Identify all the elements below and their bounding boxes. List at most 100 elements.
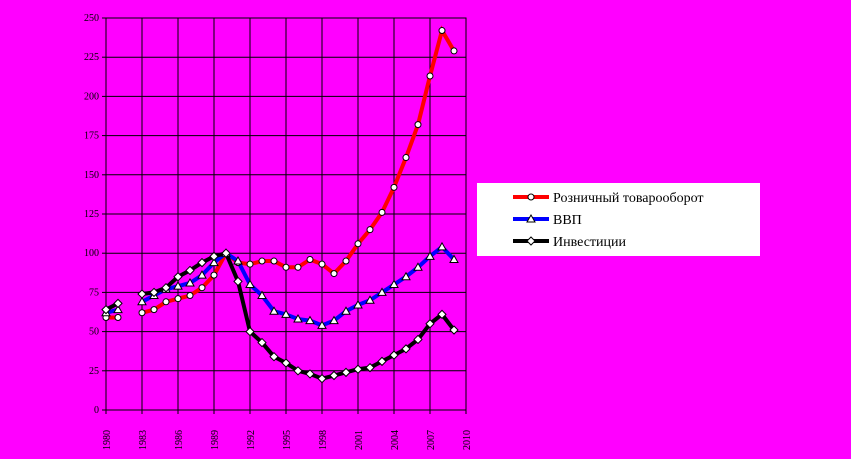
y-tick-label: 225 [84, 52, 99, 63]
marker [198, 284, 206, 292]
marker [138, 309, 146, 317]
marker [173, 281, 183, 290]
marker [245, 326, 255, 337]
marker [401, 271, 411, 281]
marker [449, 254, 459, 263]
marker [413, 262, 423, 271]
y-tick-label: 125 [84, 209, 99, 220]
marker [365, 362, 375, 373]
marker [269, 306, 279, 315]
x-tick-label: 2004 [390, 430, 401, 450]
marker [414, 121, 422, 129]
marker [353, 364, 363, 374]
legend-label: Инвестиции [553, 235, 627, 250]
marker [425, 251, 435, 260]
marker [305, 369, 315, 379]
marker [113, 298, 123, 309]
x-tick-label: 1980 [102, 430, 113, 450]
marker [389, 279, 399, 289]
marker [402, 154, 410, 162]
y-tick-label: 100 [84, 248, 99, 259]
x-tick-label: 1995 [282, 430, 293, 450]
marker [329, 315, 339, 325]
marker [173, 272, 183, 282]
marker [245, 279, 255, 289]
plot-border [105, 17, 467, 411]
marker [377, 287, 387, 296]
marker [317, 320, 327, 329]
marker [185, 277, 195, 287]
marker [257, 290, 267, 300]
y-tick-label: 25 [89, 366, 99, 377]
marker [257, 337, 267, 348]
marker [294, 263, 302, 271]
y-tick-label: 50 [89, 327, 99, 338]
marker [365, 295, 375, 304]
marker [527, 193, 535, 201]
marker [341, 306, 351, 315]
marker [378, 208, 386, 216]
marker [425, 319, 435, 329]
marker [186, 292, 194, 300]
marker [353, 299, 363, 309]
marker [137, 289, 147, 299]
marker [450, 47, 458, 55]
marker [270, 257, 278, 265]
marker [389, 350, 399, 360]
marker [305, 315, 315, 325]
marker [437, 309, 447, 320]
marker [449, 325, 459, 335]
marker [377, 356, 387, 367]
marker [162, 298, 170, 306]
marker [197, 257, 207, 268]
marker [269, 351, 279, 362]
y-tick-label: 175 [84, 131, 99, 142]
y-tick-label: 200 [84, 91, 99, 102]
x-tick-label: 1992 [246, 430, 257, 450]
x-tick-label: 2007 [426, 430, 437, 450]
marker [149, 287, 159, 298]
marker [281, 358, 291, 368]
x-tick-label: 1998 [318, 430, 329, 450]
marker [293, 314, 303, 323]
marker [210, 271, 218, 279]
marker [526, 236, 536, 246]
marker [390, 183, 398, 191]
marker [209, 257, 219, 267]
marker [437, 241, 447, 251]
marker [161, 282, 171, 293]
marker [197, 270, 207, 279]
x-tick-label: 1989 [210, 430, 221, 450]
marker [341, 367, 351, 378]
marker [293, 366, 303, 376]
marker [342, 257, 350, 265]
marker [330, 270, 338, 278]
marker [281, 309, 291, 318]
marker [114, 313, 122, 321]
marker [306, 255, 314, 263]
series-line [105, 250, 456, 381]
marker [150, 306, 158, 314]
marker [317, 373, 327, 384]
marker [258, 257, 266, 265]
marker [174, 295, 182, 303]
marker [401, 344, 411, 354]
y-tick-label: 250 [84, 13, 99, 24]
x-tick-label: 2001 [354, 430, 365, 450]
marker [233, 256, 243, 265]
y-tick-label: 0 [94, 405, 99, 416]
marker [413, 334, 423, 345]
marker [526, 213, 536, 223]
marker [438, 27, 446, 35]
series-line [106, 25, 456, 320]
legend-label: Розничный товарооборот [553, 191, 704, 206]
x-tick-label: 2010 [462, 430, 473, 450]
marker [329, 370, 339, 381]
y-tick-label: 75 [89, 287, 99, 298]
marker [354, 240, 362, 248]
marker [221, 248, 231, 258]
series-line [105, 244, 456, 328]
x-tick-label: 1986 [174, 430, 185, 450]
